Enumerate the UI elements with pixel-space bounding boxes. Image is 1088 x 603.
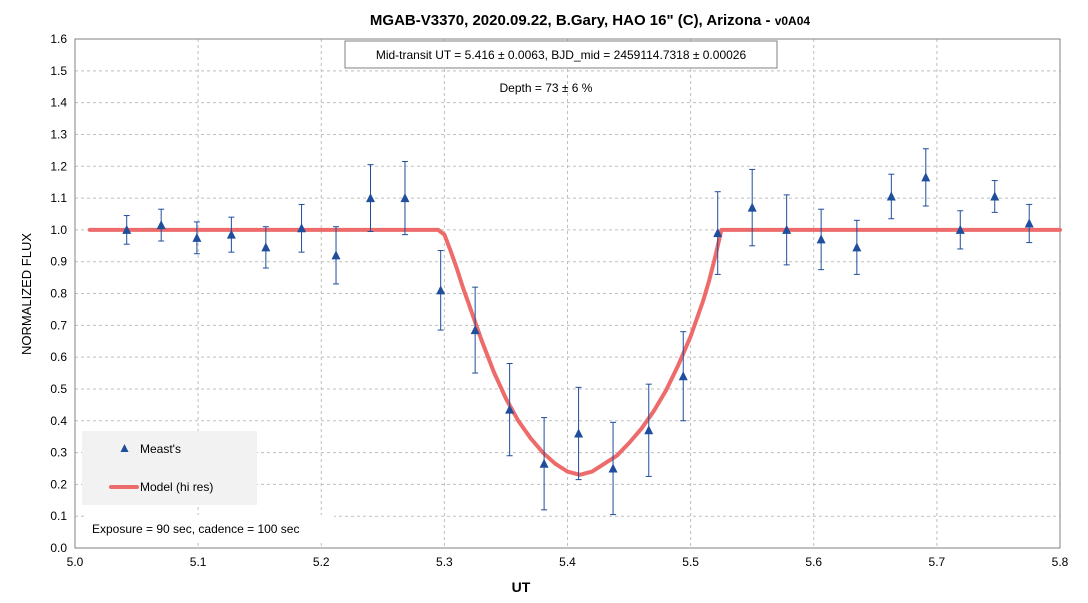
data-point xyxy=(955,224,965,234)
y-tick-label: 0.8 xyxy=(50,287,67,301)
y-tick-label: 1.1 xyxy=(50,191,67,205)
data-point xyxy=(990,191,1000,201)
data-point xyxy=(470,325,480,335)
data-point xyxy=(331,250,341,260)
plot-area-frame xyxy=(74,38,1061,549)
exposure-annotation-box xyxy=(84,515,334,542)
x-tick-label: 5.5 xyxy=(682,555,699,569)
y-tick-label: 0.5 xyxy=(50,382,67,396)
y-tick-label: 0.2 xyxy=(50,477,67,491)
model-layer xyxy=(87,227,1062,477)
data-point xyxy=(1024,218,1034,228)
x-tick-label: 5.7 xyxy=(929,555,946,569)
data-point xyxy=(921,172,931,182)
data-point xyxy=(747,202,757,212)
legend-box xyxy=(82,431,257,505)
data-point xyxy=(782,224,792,234)
midtransit-annotation: Mid-transit UT = 5.416 ± 0.0063, BJD_mid… xyxy=(376,48,747,62)
legend-triangle-marker xyxy=(120,444,129,452)
data-point xyxy=(713,228,723,238)
y-tick-label: 1.3 xyxy=(50,127,67,141)
data-point xyxy=(226,229,236,239)
chart-title-main: MGAB-V3370, 2020.09.22, B.Gary, HAO 16" … xyxy=(370,12,775,29)
data-point xyxy=(400,193,410,203)
data-point xyxy=(366,193,375,203)
x-tick-label: 5.6 xyxy=(805,555,822,569)
data-point xyxy=(574,428,584,438)
data-point xyxy=(156,220,166,230)
data-point xyxy=(297,223,307,233)
data-point xyxy=(436,285,446,295)
x-tick-label: 5.4 xyxy=(559,555,576,569)
legend-label-measurements: Meast's xyxy=(140,442,181,456)
y-tick-label: 0.3 xyxy=(50,446,67,460)
data-point xyxy=(852,242,862,252)
data-point xyxy=(539,458,549,468)
y-tick-label: 1.4 xyxy=(50,96,67,110)
chart-title: MGAB-V3370, 2020.09.22, B.Gary, HAO 16" … xyxy=(370,12,810,29)
x-tick-label: 5.2 xyxy=(313,555,330,569)
x-tick-label: 5.0 xyxy=(67,555,84,569)
legend-entry-model: Model (hi res) xyxy=(109,480,213,494)
y-tick-label: 0.0 xyxy=(50,541,67,555)
legend-label-model: Model (hi res) xyxy=(140,480,213,494)
y-tick-label: 1.2 xyxy=(50,159,67,173)
y-tick-label: 0.4 xyxy=(50,414,67,428)
y-tick-label: 0.7 xyxy=(50,318,67,332)
x-tick-labels: 5.0 5.1 5.2 5.3 5.4 5.5 5.6 5.7 5.8 xyxy=(67,555,1069,569)
y-tick-labels: 0.0 0.1 0.2 0.3 0.4 0.5 0.6 0.7 0.8 0.9 1.0 1.1 1.2 1… xyxy=(50,32,67,555)
x-tick-label: 5.3 xyxy=(436,555,453,569)
midtransit-annotation-box xyxy=(344,40,778,69)
model-line xyxy=(87,227,1062,477)
y-tick-label: 1.0 xyxy=(50,223,67,237)
x-tick-label: 5.8 xyxy=(1052,555,1069,569)
data-point xyxy=(261,242,271,252)
data-point xyxy=(816,234,826,244)
y-tick-label: 1.5 xyxy=(50,64,67,78)
data-point xyxy=(122,224,132,234)
data-point xyxy=(886,191,896,201)
y-axis-title: NORMALIZED FLUX xyxy=(19,233,34,355)
chart-title-version: v0A04 xyxy=(775,14,811,28)
data-point xyxy=(644,425,654,435)
data-point xyxy=(608,463,618,473)
y-tick-label: 0.9 xyxy=(50,255,67,269)
measurements-layer xyxy=(122,148,1034,516)
y-tick-label: 0.1 xyxy=(50,509,67,523)
exposure-annotation: Exposure = 90 sec, cadence = 100 sec xyxy=(92,522,299,536)
data-point xyxy=(505,404,515,414)
x-axis-title: UT xyxy=(512,579,531,595)
x-tick-label: 5.1 xyxy=(190,555,207,569)
y-tick-label: 0.6 xyxy=(50,350,67,364)
depth-annotation: Depth = 73 ± 6 % xyxy=(500,81,593,95)
grid-lines xyxy=(75,39,1060,548)
y-tick-label: 1.6 xyxy=(50,32,67,46)
data-point xyxy=(192,232,202,242)
legend-entry-measurements: Meast's xyxy=(120,442,181,456)
data-point xyxy=(678,371,688,381)
